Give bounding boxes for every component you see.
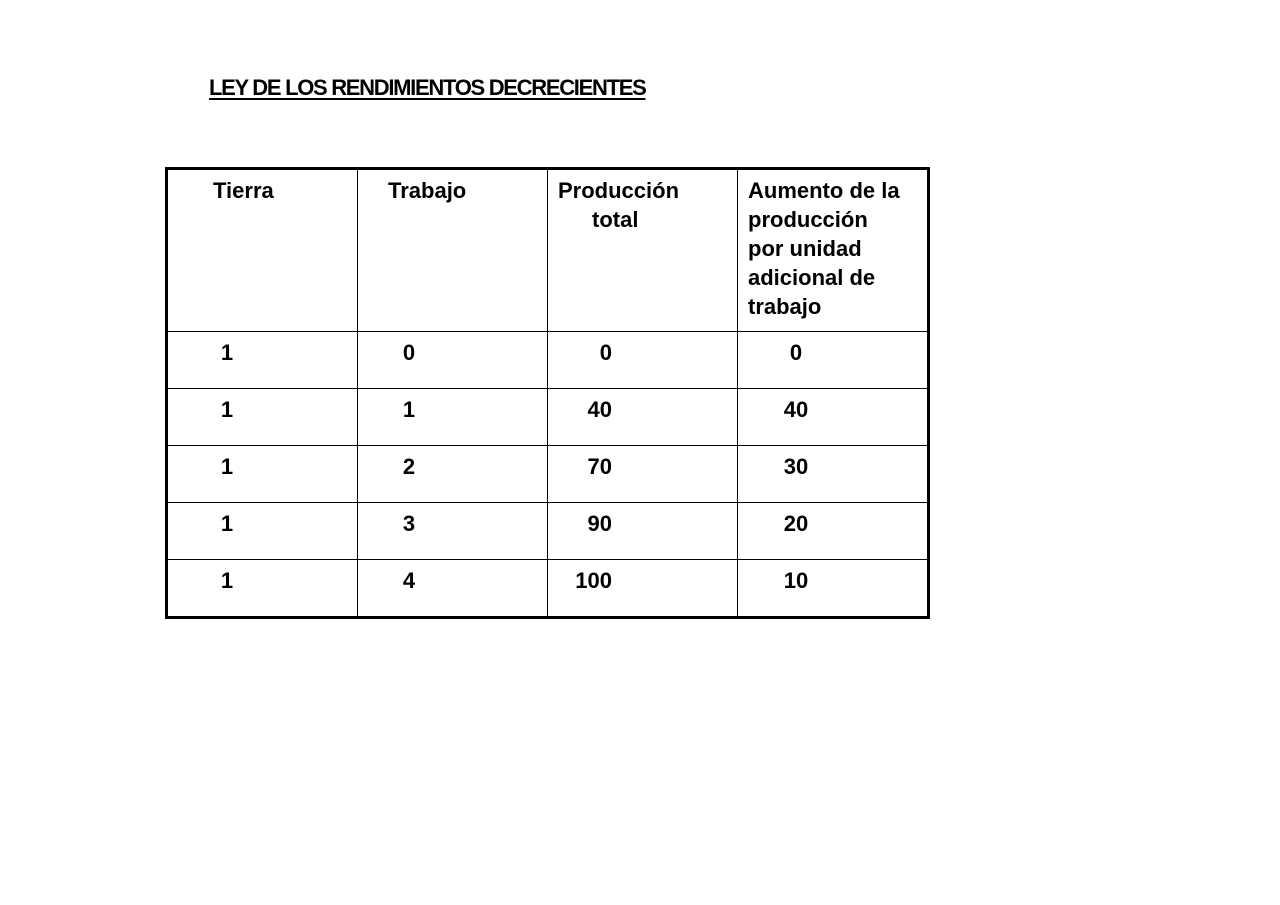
table-row: 1 0 0 0 [166, 331, 929, 389]
table-row: 1 2 70 30 [166, 445, 929, 503]
cell-value: producción [748, 207, 868, 232]
header-produccion-total: Producción total [547, 168, 738, 332]
cell-value: total [592, 207, 639, 232]
cell-produccion: 100 [547, 559, 738, 618]
cell-trabajo: 1 [357, 388, 548, 446]
cell-trabajo: 4 [357, 559, 548, 618]
cell-value: 1 [220, 397, 234, 422]
cell-value: 1 [220, 511, 234, 536]
header-tierra: Tierra [166, 168, 358, 332]
cell-value: Tierra [213, 178, 274, 203]
cell-aumento: 20 [737, 502, 929, 560]
cell-trabajo: 0 [357, 331, 548, 389]
table-header-row: Tierra Trabajo Producción total Aumento d… [166, 168, 929, 332]
cell-value: 90 [587, 511, 612, 536]
diminishing-returns-table: Tierra Trabajo Producción total Aumento d… [165, 167, 930, 619]
cell-produccion: 0 [547, 331, 738, 389]
cell-value: 0 [599, 340, 612, 365]
table-row: 1 3 90 20 [166, 502, 929, 560]
cell-value: 0 [789, 340, 803, 365]
header-trabajo: Trabajo [357, 168, 548, 332]
cell-aumento: 30 [737, 445, 929, 503]
cell-value: 30 [783, 454, 809, 479]
cell-produccion: 90 [547, 502, 738, 560]
table-row: 1 1 40 40 [166, 388, 929, 446]
cell-tierra: 1 [166, 388, 358, 446]
cell-tierra: 1 [166, 502, 358, 560]
cell-aumento: 0 [737, 331, 929, 389]
cell-value: Trabajo [388, 178, 467, 203]
cell-aumento: 10 [737, 559, 929, 618]
cell-value: por unidad [748, 236, 862, 261]
cell-value: trabajo [748, 294, 822, 319]
cell-tierra: 1 [166, 559, 358, 618]
table-row: 1 4 100 10 [166, 559, 929, 618]
cell-value: 1 [402, 397, 416, 422]
cell-tierra: 1 [166, 331, 358, 389]
cell-value: 40 [783, 397, 809, 422]
cell-value: 70 [587, 454, 612, 479]
cell-tierra: 1 [166, 445, 358, 503]
cell-aumento: 40 [737, 388, 929, 446]
cell-value: 4 [402, 568, 416, 593]
cell-value: 20 [783, 511, 809, 536]
cell-value: 10 [783, 568, 809, 593]
cell-value: 0 [402, 340, 416, 365]
header-aumento-produccion: Aumento de la producción por unidad adic… [737, 168, 929, 332]
cell-produccion: 70 [547, 445, 738, 503]
cell-trabajo: 3 [357, 502, 548, 560]
cell-value: 1 [220, 568, 234, 593]
cell-trabajo: 2 [357, 445, 548, 503]
cell-value: 100 [575, 568, 612, 593]
cell-value: 1 [220, 454, 234, 479]
cell-produccion: 40 [547, 388, 738, 446]
cell-value: 40 [587, 397, 612, 422]
cell-value: 2 [402, 454, 416, 479]
cell-value: 1 [220, 340, 234, 365]
document-title: LEY DE LOS RENDIMIENTOS DECRECIENTES [209, 75, 647, 100]
cell-value: adicional de [748, 265, 876, 290]
cell-value: Aumento de la [748, 178, 900, 203]
cell-value: 3 [402, 511, 416, 536]
cell-value: Producción [558, 178, 680, 203]
